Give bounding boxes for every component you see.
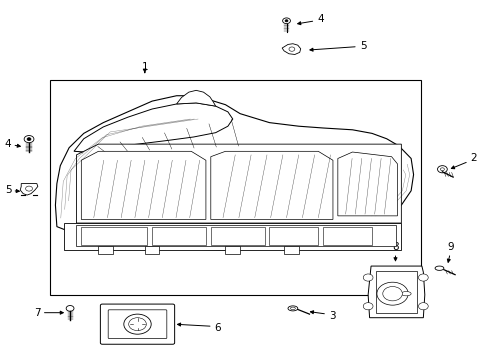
Ellipse shape bbox=[435, 266, 444, 270]
Circle shape bbox=[285, 20, 288, 22]
Polygon shape bbox=[338, 152, 397, 216]
Ellipse shape bbox=[288, 306, 298, 311]
Polygon shape bbox=[76, 144, 401, 223]
Polygon shape bbox=[176, 90, 216, 106]
Text: 5: 5 bbox=[5, 185, 11, 195]
Ellipse shape bbox=[291, 307, 295, 310]
Polygon shape bbox=[55, 96, 414, 250]
Circle shape bbox=[129, 318, 147, 330]
Bar bbox=[81, 227, 147, 244]
Polygon shape bbox=[211, 151, 333, 220]
Circle shape bbox=[418, 303, 428, 310]
Text: 1: 1 bbox=[142, 62, 148, 72]
Circle shape bbox=[124, 314, 151, 334]
Circle shape bbox=[438, 166, 447, 173]
Polygon shape bbox=[64, 223, 401, 250]
Polygon shape bbox=[282, 44, 301, 54]
Circle shape bbox=[24, 135, 34, 143]
Bar bbox=[145, 246, 159, 253]
Circle shape bbox=[289, 47, 295, 51]
Circle shape bbox=[283, 18, 291, 24]
Circle shape bbox=[418, 274, 428, 281]
Text: 7: 7 bbox=[34, 308, 41, 318]
Bar bbox=[98, 246, 113, 253]
Text: 4: 4 bbox=[5, 139, 11, 149]
Circle shape bbox=[363, 303, 373, 310]
Polygon shape bbox=[74, 103, 233, 152]
Bar bbox=[225, 246, 240, 253]
Bar bbox=[152, 227, 206, 244]
Text: 4: 4 bbox=[318, 14, 324, 24]
FancyBboxPatch shape bbox=[100, 304, 174, 344]
Ellipse shape bbox=[401, 292, 411, 296]
Circle shape bbox=[27, 138, 31, 140]
Polygon shape bbox=[368, 266, 425, 318]
Circle shape bbox=[66, 306, 74, 311]
Bar bbox=[284, 246, 299, 253]
Text: 5: 5 bbox=[360, 41, 367, 50]
Bar bbox=[323, 227, 372, 244]
Bar bbox=[376, 271, 417, 313]
Circle shape bbox=[363, 274, 373, 281]
Bar bbox=[49, 80, 421, 295]
Text: 6: 6 bbox=[215, 323, 221, 333]
Text: 2: 2 bbox=[470, 153, 476, 163]
Circle shape bbox=[441, 168, 444, 171]
Bar bbox=[270, 227, 318, 244]
Polygon shape bbox=[81, 151, 206, 220]
Circle shape bbox=[25, 186, 32, 191]
Circle shape bbox=[377, 282, 408, 305]
Text: 8: 8 bbox=[392, 242, 399, 252]
Polygon shape bbox=[20, 184, 38, 195]
Bar bbox=[211, 227, 265, 244]
Circle shape bbox=[383, 287, 402, 301]
FancyBboxPatch shape bbox=[108, 310, 167, 338]
Text: 9: 9 bbox=[447, 242, 454, 252]
Polygon shape bbox=[76, 225, 396, 246]
Text: 3: 3 bbox=[329, 311, 336, 321]
